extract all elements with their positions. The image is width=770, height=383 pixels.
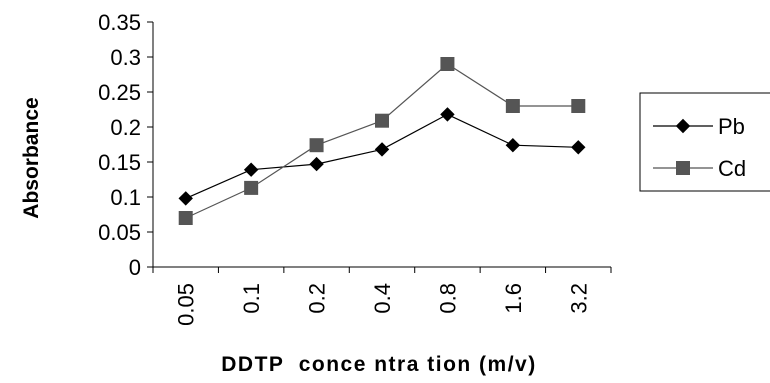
x-tick-label: 0.8 — [435, 283, 460, 314]
data-point-pb — [178, 191, 193, 206]
data-point-pb — [440, 107, 455, 122]
x-axis-title: DDTP conce ntra tion (m/v) — [221, 353, 536, 376]
legend: Pb Cd — [639, 92, 770, 192]
data-point-cd — [571, 99, 586, 113]
data-point-pb — [505, 137, 521, 153]
data-point-cd — [309, 138, 324, 153]
x-tick-label: 0.2 — [305, 283, 330, 314]
y-tick-label: 0.05 — [98, 220, 141, 245]
x-tick-label: 3.2 — [566, 283, 591, 314]
y-tick-label: 0.15 — [98, 150, 141, 175]
legend-item-pb: Pb — [653, 114, 745, 139]
series-layer — [178, 57, 586, 225]
series-cd — [178, 57, 586, 225]
data-point-cd — [244, 180, 259, 195]
y-tick-label: 0.25 — [98, 80, 141, 105]
y-tick-label: 0.2 — [110, 115, 141, 140]
legend-item-cd: Cd — [653, 156, 746, 181]
data-point-cd — [375, 113, 389, 128]
data-point-cd — [178, 211, 193, 225]
data-point-cd — [505, 99, 520, 113]
data-point-pb — [571, 140, 586, 155]
legend-box — [639, 92, 770, 192]
y-tick-label: 0 — [129, 255, 141, 280]
y-axis-title: Absorbance — [20, 97, 43, 218]
x-tick-label: 0.4 — [370, 283, 395, 314]
data-point-pb — [309, 156, 324, 172]
x-tick-label: 1.6 — [501, 283, 526, 314]
data-point-pb — [243, 162, 259, 177]
legend-marker-pb — [675, 118, 691, 134]
y-tick-label: 0.1 — [110, 185, 141, 210]
x-tick-label: 0.05 — [174, 283, 199, 326]
data-point-cd — [440, 57, 455, 71]
series-pb — [178, 107, 586, 206]
x-tick-label: 0.1 — [239, 283, 264, 314]
y-tick-label: 0.3 — [110, 45, 141, 70]
legend-label: Pb — [718, 114, 745, 139]
y-tick-label: 0.35 — [98, 10, 141, 35]
x-axis: 0.05 0.1 0.2 0.4 0.8 1.6 3.2 — [152, 266, 612, 326]
data-point-pb — [374, 142, 390, 157]
y-axis: 0 0.05 0.1 0.15 0.2 0.25 0.3 0.35 — [98, 10, 154, 280]
legend-marker-cd — [676, 161, 690, 175]
legend-label: Cd — [718, 156, 746, 181]
